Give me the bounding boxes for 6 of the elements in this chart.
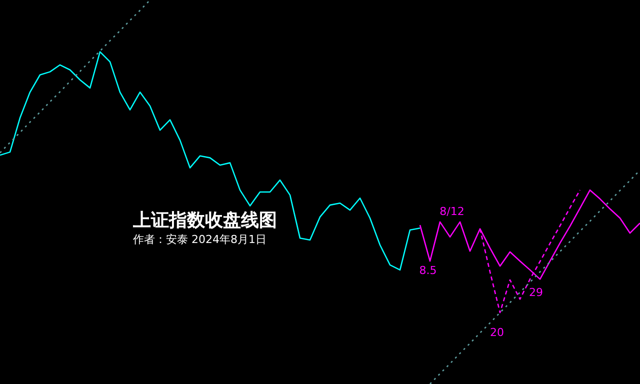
annotation: 8/12 [440, 205, 464, 218]
annotation: 8.5 [419, 264, 437, 277]
text: 作者：安泰 2024年8月1日 [132, 233, 266, 246]
text: 上证指数收盘线图 [132, 210, 277, 231]
annotation: 29 [529, 286, 543, 299]
annotation: 20 [490, 326, 504, 339]
